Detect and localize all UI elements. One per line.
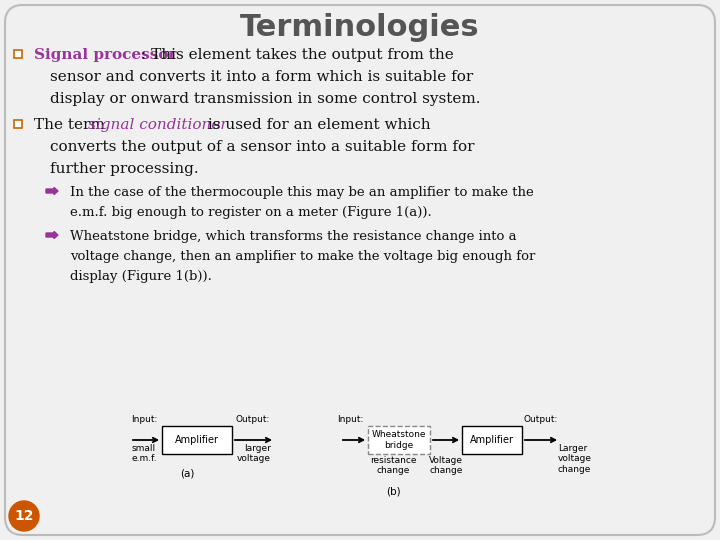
Text: Output:: Output:	[236, 415, 271, 424]
Text: Wheatstone bridge, which transforms the resistance change into a: Wheatstone bridge, which transforms the …	[70, 230, 517, 243]
Text: Voltage
change: Voltage change	[429, 456, 463, 475]
Text: signal conditioner: signal conditioner	[88, 118, 228, 132]
Text: resistance
change: resistance change	[370, 456, 416, 475]
Text: display (Figure 1(b)).: display (Figure 1(b)).	[70, 270, 212, 283]
Text: sensor and converts it into a form which is suitable for: sensor and converts it into a form which…	[50, 70, 473, 84]
Text: : This element takes the output from the: : This element takes the output from the	[141, 48, 454, 62]
Text: (a): (a)	[180, 468, 194, 478]
Text: Input:: Input:	[338, 415, 364, 424]
Text: e.m.f. big enough to register on a meter (Figure 1(a)).: e.m.f. big enough to register on a meter…	[70, 206, 432, 219]
Text: The term: The term	[34, 118, 109, 132]
Text: Amplifier: Amplifier	[470, 435, 514, 445]
Text: voltage change, then an amplifier to make the voltage big enough for: voltage change, then an amplifier to mak…	[70, 250, 536, 263]
FancyArrow shape	[46, 232, 58, 239]
Text: display or onward transmission in some control system.: display or onward transmission in some c…	[50, 92, 480, 106]
Text: is used for an element which: is used for an element which	[203, 118, 431, 132]
FancyArrow shape	[46, 187, 58, 194]
Bar	[14, 50, 22, 58]
Bar	[368, 426, 430, 454]
Text: Output:: Output:	[524, 415, 559, 424]
Bar	[14, 120, 22, 128]
Text: Wheatstone
bridge: Wheatstone bridge	[372, 430, 426, 450]
FancyBboxPatch shape	[5, 5, 715, 535]
Bar	[162, 426, 232, 454]
Text: further processing.: further processing.	[50, 162, 199, 176]
Bar	[462, 426, 522, 454]
Circle shape	[9, 501, 39, 531]
Text: Larger
voltage
change: Larger voltage change	[558, 444, 592, 474]
Text: Amplifier: Amplifier	[175, 435, 219, 445]
Text: Terminologies: Terminologies	[240, 13, 480, 42]
Text: larger
voltage: larger voltage	[237, 444, 271, 463]
Text: In the case of the thermocouple this may be an amplifier to make the: In the case of the thermocouple this may…	[70, 186, 534, 199]
Text: (b): (b)	[386, 486, 400, 496]
Text: converts the output of a sensor into a suitable form for: converts the output of a sensor into a s…	[50, 140, 474, 154]
Text: Signal processor: Signal processor	[34, 48, 176, 62]
Text: Input:: Input:	[132, 415, 158, 424]
Text: 12: 12	[14, 509, 34, 523]
Text: small
e.m.f.: small e.m.f.	[132, 444, 158, 463]
